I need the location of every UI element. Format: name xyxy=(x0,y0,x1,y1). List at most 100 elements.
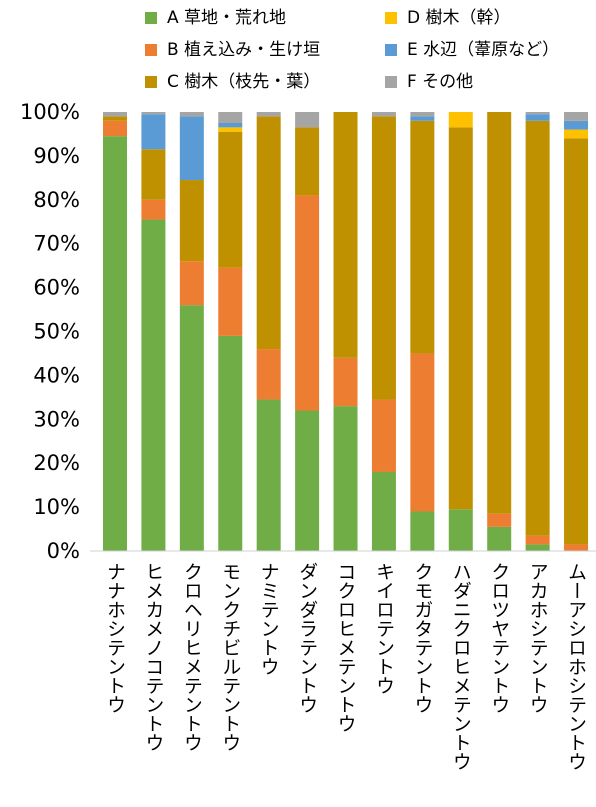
y-tick-label: 40% xyxy=(33,363,80,387)
bar-segment xyxy=(410,511,435,551)
legend-swatch-f xyxy=(385,76,397,88)
bar-segment xyxy=(564,120,589,130)
legend-label-a: A 草地・荒れ地 xyxy=(167,8,287,28)
legend-item-c: C 樹木（枝先・葉） xyxy=(145,72,320,92)
x-category-label: ナミテントウ xyxy=(258,562,280,676)
x-category-label: ダンダラテントウ xyxy=(296,562,318,714)
bar-segment xyxy=(141,112,166,115)
x-category-label: ヒメカメノコテントウ xyxy=(142,562,164,752)
legend-label-e: E 水辺（葦原など） xyxy=(407,40,560,60)
y-tick-label: 50% xyxy=(33,320,80,344)
bar-segment xyxy=(141,199,166,220)
legend-label-b: B 植え込み・生け垣 xyxy=(167,40,321,60)
y-axis-ticks: 0% 10% 20% 30% 40% 50% 60% 70% 80% 90% 100% xyxy=(20,100,80,563)
bar-segment xyxy=(103,112,127,117)
x-category-label: クロヘリヒメテントウ xyxy=(181,562,203,752)
bar-segment xyxy=(218,127,243,132)
bar-segment xyxy=(295,195,320,411)
bar-segment xyxy=(564,138,589,545)
bar-segment xyxy=(179,116,204,181)
y-tick-label: 20% xyxy=(33,451,80,475)
legend-swatch-e xyxy=(385,44,397,56)
bar-segment xyxy=(218,122,243,128)
bar-segment xyxy=(525,544,550,551)
x-category-label: クモガタテントウ xyxy=(411,562,433,714)
legend-swatch-b xyxy=(145,44,157,56)
bar-segment xyxy=(295,112,320,128)
x-category-label: ムーアシロホシテントウ xyxy=(565,562,587,771)
bar-segment xyxy=(218,112,243,123)
bar-segment xyxy=(410,120,435,354)
x-category-label: クロツヤテントウ xyxy=(488,562,510,714)
bar-segment xyxy=(333,112,358,358)
bar-segment xyxy=(564,129,589,139)
bar-segment xyxy=(448,127,473,510)
x-category-label: ナナホシテントウ xyxy=(104,562,126,714)
x-category-label: キイロテントウ xyxy=(373,562,395,695)
x-category-label: コクロヒメテントウ xyxy=(335,562,357,733)
legend-label-c: C 樹木（枝先・葉） xyxy=(167,72,321,92)
bar-segment xyxy=(448,112,473,128)
bar-segment xyxy=(487,526,512,551)
legend-label-f: F その他 xyxy=(407,72,474,92)
legend-swatch-d xyxy=(385,12,397,24)
bar-segment xyxy=(333,357,358,407)
y-tick-label: 30% xyxy=(33,407,80,431)
bar-segment xyxy=(256,112,281,117)
legend-item-b: B 植え込み・生け垣 xyxy=(145,40,320,60)
bar-segment xyxy=(141,149,166,200)
y-tick-label: 0% xyxy=(47,539,80,563)
bar-segment xyxy=(218,131,243,268)
bar-segment xyxy=(256,399,281,551)
bar-segment xyxy=(179,180,204,262)
bar-segment xyxy=(487,513,512,527)
y-tick-label: 90% xyxy=(33,144,80,168)
bar-segment xyxy=(179,305,204,551)
bar-segment xyxy=(487,112,512,514)
bar-segment xyxy=(371,116,396,400)
y-tick-label: 100% xyxy=(20,100,80,124)
legend-label-d: D 樹木（幹） xyxy=(407,8,511,28)
legend-item-f: F その他 xyxy=(385,72,473,92)
bar-segment xyxy=(371,399,396,472)
legend-swatch-a xyxy=(145,12,157,24)
bar-segment xyxy=(218,335,243,551)
legend-swatch-c xyxy=(145,76,157,88)
bar-segment xyxy=(141,114,166,150)
bar-segment xyxy=(295,410,320,551)
bar-segment xyxy=(103,136,127,551)
bar-segment xyxy=(410,112,435,117)
bar-segment xyxy=(256,116,281,350)
bar-segment xyxy=(410,116,435,121)
legend-item-e: E 水辺（葦原など） xyxy=(385,40,559,60)
bar-segment xyxy=(218,267,243,336)
y-tick-label: 60% xyxy=(33,276,80,300)
bar-segment xyxy=(564,112,589,121)
bar-segment xyxy=(371,112,396,117)
bar-segment xyxy=(371,471,396,551)
bar-segment xyxy=(256,349,281,400)
bar-segment xyxy=(410,353,435,512)
bar-segment xyxy=(295,127,320,196)
legend-item-d: D 樹木（幹） xyxy=(385,8,511,28)
bar-segment xyxy=(333,406,358,551)
legend-item-a: A 草地・荒れ地 xyxy=(145,8,286,28)
x-category-label: ハダニクロヒメテントウ xyxy=(450,562,472,771)
bar-segment xyxy=(179,261,204,306)
bar-segment xyxy=(564,544,589,551)
bar-segment xyxy=(448,509,473,551)
bar-segment xyxy=(525,112,550,115)
bar-segment xyxy=(103,116,127,121)
bar-segment xyxy=(525,535,550,545)
x-category-label: アカホシテントウ xyxy=(527,562,549,714)
x-axis-labels: ナナホシテントウ ヒメカメノコテントウ クロヘリヒメテントウ モンクチビルテントウ ナミ… xyxy=(104,562,587,771)
bars-layer xyxy=(103,112,589,551)
bar-segment xyxy=(525,120,550,536)
chart-legend: A 草地・荒れ地 D 樹木（幹） B 植え込み・生け垣 E 水辺（葦原など） C… xyxy=(0,0,596,100)
y-tick-label: 10% xyxy=(33,495,80,519)
bar-segment xyxy=(141,219,166,551)
y-tick-label: 70% xyxy=(33,232,80,256)
bar-segment xyxy=(179,112,204,117)
bar-segment xyxy=(525,114,550,121)
